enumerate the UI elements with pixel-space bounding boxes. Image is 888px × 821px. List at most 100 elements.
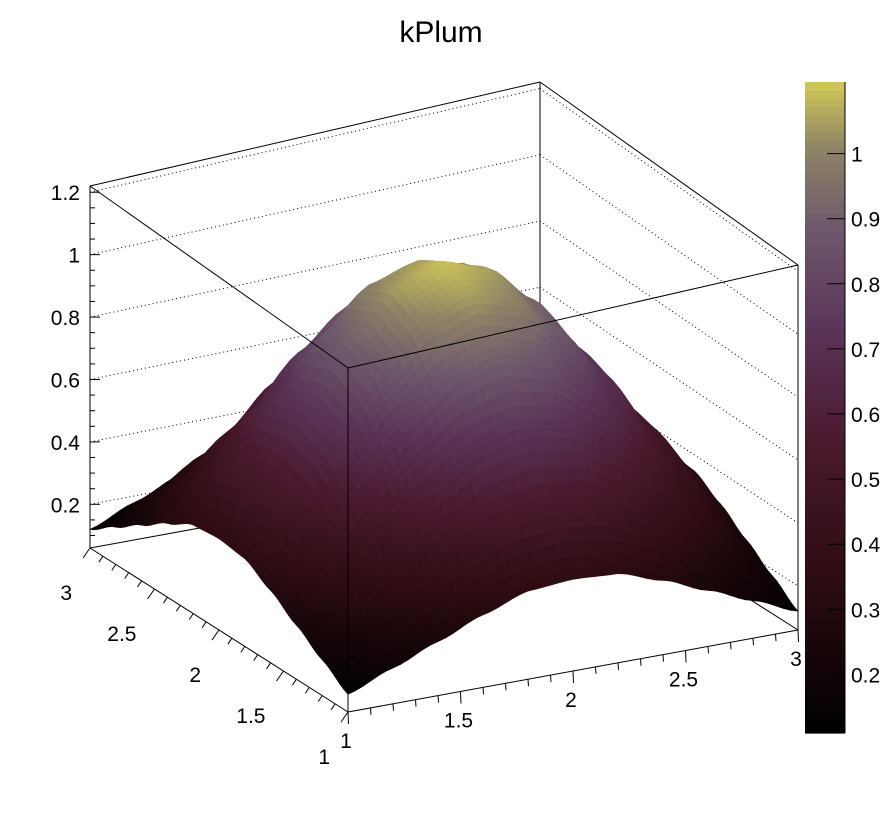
colorbar-band [805,237,845,246]
colorbar-band [805,432,845,441]
colorbar-band [805,139,845,148]
colorbar-band [805,692,845,701]
y-tick [254,655,258,661]
colorbar-band [805,587,845,596]
grid-line [540,155,798,334]
z-tick-label: 0.8 [51,307,80,330]
y-tick [228,638,232,644]
y-tick [138,581,142,587]
colorbar-band [805,652,845,661]
y-tick [318,696,322,702]
z-tick-label: 1 [68,245,80,268]
x-tick [641,659,642,666]
y-tick [267,663,271,669]
colorbar-band [805,269,845,278]
y-tick [189,614,193,620]
colorbar-band [805,489,845,498]
colorbar-band [805,635,845,644]
x-tick [438,696,439,703]
x-tick [551,675,552,682]
colorbar-band [805,220,845,229]
colorbar-band [805,595,845,604]
y-tick [99,556,103,562]
z-tick-label: 1.2 [51,182,80,205]
x-tick [596,667,597,674]
x-tick-label: 1 [340,730,352,753]
colorbar-band [805,147,845,156]
colorbar-band [805,359,845,368]
colorbar-band [805,188,845,197]
colorbar-band [805,367,845,376]
colorbar-band [805,554,845,563]
colorbar-band [805,513,845,522]
grid-line [90,155,540,255]
colorbar-band [805,131,845,140]
x-tick-label: 2 [565,689,577,712]
x-tick [798,630,799,642]
colorbar-tick-label: 0.7 [851,339,880,362]
y-tick [112,564,116,570]
colorbar-band [805,212,845,221]
y-tick [241,646,245,652]
colorbar-band [805,416,845,425]
colorbar-band [805,204,845,213]
colorbar-band [805,155,845,164]
z-tick-label: 0.4 [51,432,81,455]
colorbar-band [805,318,845,327]
colorbar-band [805,228,845,237]
colorbar-band [805,684,845,693]
y-tick [176,605,180,611]
colorbar-band [805,351,845,360]
colorbar-band [805,383,845,392]
x-tick [461,692,462,704]
colorbar-band [805,448,845,457]
colorbar-band [805,375,845,384]
colorbar-band [805,717,845,726]
colorbar-band [805,334,845,343]
colorbar-tick-label: 0.8 [851,274,880,297]
colorbar-band [805,98,845,107]
colorbar-band [805,603,845,612]
colorbar-band [805,627,845,636]
x-tick [731,642,732,649]
colorbar-band [805,163,845,172]
colorbar-band [805,709,845,718]
x-tick [573,671,574,683]
y-tick [277,671,284,681]
colorbar-band [805,497,845,506]
colorbar-band [805,261,845,270]
x-tick [708,646,709,653]
colorbar-band [805,611,845,620]
colorbar-band [805,253,845,262]
x-tick-label: 2.5 [669,669,698,692]
y-tick [148,589,155,599]
colorbar-band [805,294,845,303]
colorbar-band [805,530,845,539]
colorbar-band [805,700,845,709]
y-tick [331,704,335,710]
x-tick [348,712,349,724]
y-tick-label: 2.5 [107,623,136,646]
back-top-edge [540,82,798,265]
colorbar-band [805,82,845,91]
colorbar-band [805,660,845,669]
colorbar-band [805,521,845,530]
colorbar-band [805,440,845,449]
z-tick-label: 0.2 [51,494,80,517]
colorbar-band [805,90,845,99]
back-top-edge [90,82,540,186]
grid-line [90,89,540,193]
colorbar-band [805,456,845,465]
x-tick [686,651,687,663]
x-tick [776,634,777,641]
colorbar-band [805,538,845,547]
colorbar-band [805,196,845,205]
z-tick-label: 0.6 [51,369,80,392]
x-tick-label: 3 [790,648,802,671]
x-tick [483,687,484,694]
x-tick [371,708,372,715]
colorbar-tick-label: 0.2 [851,664,880,687]
colorbar-tick-label: 0.6 [851,404,880,427]
colorbar-band [805,643,845,652]
colorbar-band [805,505,845,514]
